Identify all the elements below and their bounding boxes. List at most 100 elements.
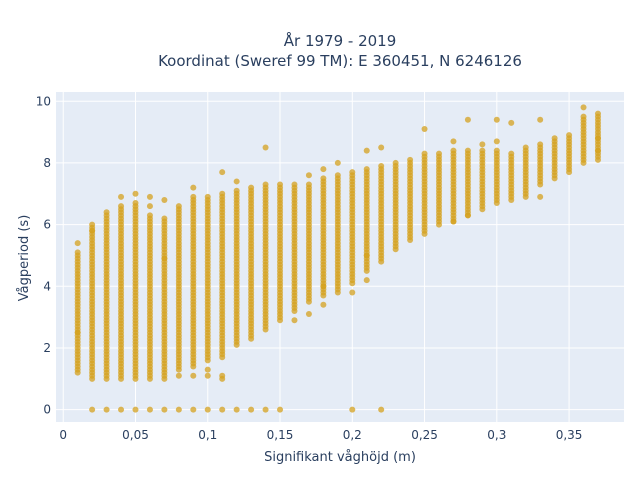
data-point [233, 178, 240, 185]
data-point [219, 375, 226, 382]
data-point [175, 406, 182, 413]
data-point [594, 135, 601, 142]
x-tick-label: 0,2 [343, 428, 362, 442]
data-point [349, 169, 356, 176]
data-point [349, 406, 356, 413]
data-point [334, 289, 341, 296]
data-point [320, 166, 327, 173]
data-point [320, 283, 327, 290]
data-point [190, 363, 197, 370]
data-point [161, 196, 168, 203]
data-point [89, 221, 96, 228]
data-point [262, 144, 269, 151]
data-point [320, 175, 327, 182]
data-point [74, 329, 81, 336]
data-point [363, 277, 370, 284]
data-point [219, 169, 226, 176]
data-point [204, 372, 211, 379]
data-point [103, 209, 110, 216]
data-point [233, 187, 240, 194]
data-point [248, 184, 255, 191]
data-point [89, 406, 96, 413]
data-point [450, 218, 457, 225]
data-point [450, 147, 457, 154]
data-point [118, 406, 125, 413]
data-point [464, 147, 471, 154]
data-point [146, 203, 153, 210]
data-point [161, 215, 168, 222]
data-point [349, 289, 356, 296]
data-point [74, 249, 81, 256]
data-point [464, 116, 471, 123]
data-point [421, 150, 428, 157]
data-point [175, 372, 182, 379]
data-point [146, 193, 153, 200]
data-point [363, 252, 370, 259]
data-point [594, 110, 601, 117]
data-point [580, 113, 587, 120]
data-point [305, 311, 312, 318]
y-tick-label: 2 [43, 341, 51, 355]
data-point [594, 147, 601, 154]
data-point [291, 317, 298, 324]
x-tick-label: 0,05 [122, 428, 149, 442]
data-point [190, 372, 197, 379]
data-point [190, 184, 197, 191]
data-point [305, 181, 312, 188]
data-point [118, 203, 125, 210]
data-point [537, 116, 544, 123]
data-point [522, 144, 529, 151]
x-axis-title: Signifikant våghöjd (m) [264, 450, 416, 465]
data-point [233, 406, 240, 413]
y-tick-label: 8 [43, 156, 51, 170]
data-points [74, 104, 601, 413]
data-point [305, 172, 312, 179]
data-point [161, 406, 168, 413]
data-point [132, 190, 139, 197]
data-point [508, 119, 515, 126]
data-point [334, 172, 341, 179]
x-tick-label: 0 [59, 428, 67, 442]
data-point [436, 150, 443, 157]
data-point [118, 193, 125, 200]
data-point [262, 406, 269, 413]
data-point [580, 104, 587, 111]
data-point [493, 116, 500, 123]
data-point [146, 406, 153, 413]
data-point [320, 301, 327, 308]
data-point [74, 240, 81, 247]
x-tick-label: 0,25 [411, 428, 438, 442]
data-point [479, 141, 486, 148]
y-tick-label: 6 [43, 218, 51, 232]
data-point [190, 406, 197, 413]
y-axis-title: Vågperiod (s) [17, 215, 32, 302]
x-tick-label: 0,15 [267, 428, 294, 442]
data-point [421, 126, 428, 133]
data-point [566, 132, 573, 139]
y-tick-label: 10 [36, 94, 51, 108]
y-tick-label: 4 [43, 279, 51, 293]
data-point [363, 166, 370, 173]
data-point [493, 138, 500, 145]
data-point [219, 406, 226, 413]
data-point [450, 138, 457, 145]
data-point [204, 366, 211, 373]
data-point [378, 406, 385, 413]
data-point [219, 190, 226, 197]
data-point [103, 406, 110, 413]
data-point [132, 406, 139, 413]
data-point [277, 181, 284, 188]
data-point [407, 156, 414, 163]
data-point [537, 193, 544, 200]
data-point [522, 193, 529, 200]
y-tick-label: 0 [43, 403, 51, 417]
chart-title-line1: År 1979 - 2019 [284, 31, 397, 50]
data-point [363, 147, 370, 154]
data-point [493, 147, 500, 154]
data-point [161, 255, 168, 262]
x-tick-label: 0,3 [487, 428, 506, 442]
data-point [277, 406, 284, 413]
data-point [464, 212, 471, 219]
data-point [378, 144, 385, 151]
